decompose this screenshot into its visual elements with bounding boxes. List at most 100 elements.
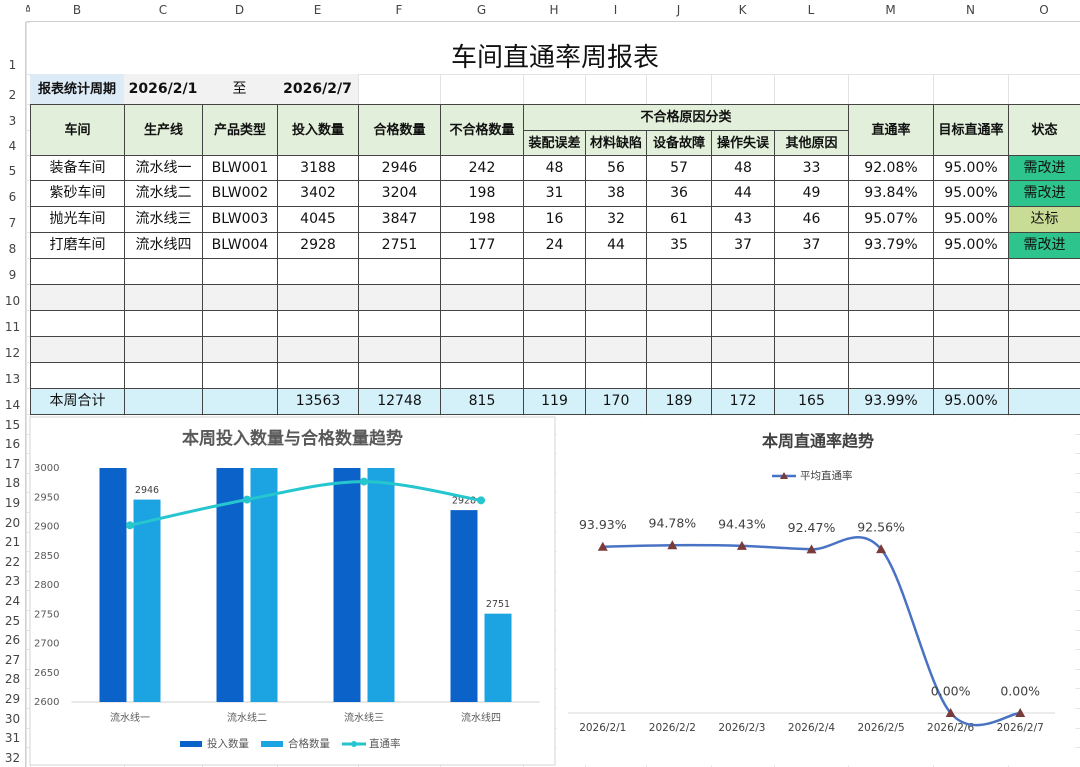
line-point [243,495,251,504]
data-label: 92.47% [788,520,836,535]
row-header: 23 [0,570,26,591]
x-tick-label: 2026/2/1 [579,722,626,734]
line-marker [876,544,887,554]
table-cell: 44 [711,180,775,207]
x-tick-label: 2026/2/4 [788,722,835,734]
row-header: 5 [0,155,26,180]
table-cell: BLW002 [202,180,278,207]
row-header: 18 [0,472,26,493]
empty-cell [202,310,278,337]
empty-cell [585,362,647,389]
empty-cell [202,284,278,311]
row-header: 28 [0,668,26,689]
empty-cell [774,362,849,389]
total-cell: 13563 [277,388,359,415]
total-cell: 189 [646,388,712,415]
table-cell: 93.79% [848,232,934,259]
table-cell: 46 [774,206,849,233]
empty-cell [124,284,203,311]
table-subheader: 装配误差 [523,130,586,156]
table-cell: 92.08% [848,155,934,181]
y-tick-label: 2850 [34,551,59,562]
empty-cell [30,258,125,285]
column-header: L [774,0,848,22]
empty-cell [30,336,125,363]
empty-cell [1008,362,1080,389]
line-marker [806,544,817,554]
table-subheader: 其他原因 [774,130,849,156]
column-header: A [26,0,30,22]
legend-label: 平均直通率 [800,469,853,482]
bar [133,499,161,702]
table-cell: 16 [523,206,586,233]
table-cell: 需改进 [1008,232,1080,259]
data-label: 2928 [452,496,476,507]
legend-label: 投入数量 [207,737,249,750]
y-tick-label: 2800 [34,580,59,591]
table-cell: 93.84% [848,180,934,207]
empty-cell [358,258,441,285]
table-cell: 56 [585,155,647,181]
line-marker [1015,708,1026,717]
table-group-header: 不合格原因分类 [523,104,849,131]
line-marker [945,708,956,717]
table-header: 不合格数量 [440,104,524,156]
empty-cell [585,336,647,363]
empty-cell [933,284,1009,311]
table-cell: 242 [440,155,524,181]
chart-title: 本周直通率趋势 [762,432,874,451]
data-label: 2946 [135,485,159,496]
table-cell: 95.00% [933,206,1009,233]
table-cell: 198 [440,180,524,207]
total-cell: 95.00% [933,388,1009,415]
y-tick-label: 2600 [34,697,59,708]
row-header: 14 [0,388,26,414]
legend-swatch [351,741,357,747]
bar [450,510,478,702]
table-header: 生产线 [124,104,203,156]
bar [367,468,395,702]
table-cell: 打磨车间 [30,232,125,259]
table-cell: 95.00% [933,155,1009,181]
legend-swatch [780,472,788,479]
row-header: 24 [0,590,26,610]
empty-cell [646,336,712,363]
data-label: 92.56% [857,520,905,535]
table-cell: 装备车间 [30,155,125,181]
y-tick-label: 2900 [34,522,59,533]
table-cell: 流水线二 [124,180,203,207]
empty-cell [774,258,849,285]
empty-cell [933,258,1009,285]
table-cell: 24 [523,232,586,259]
table-cell: 2751 [358,232,441,259]
period-label: 报表统计周期 [30,74,124,104]
line-point [360,477,368,486]
legend-label: 合格数量 [288,737,330,750]
empty-cell [523,336,586,363]
row-header: 17 [0,453,26,473]
bar [333,468,361,702]
table-cell: 44 [585,232,647,259]
line-marker [597,541,608,551]
column-header: O [1008,0,1080,22]
table-header: 直通率 [848,104,934,156]
row-header: 20 [0,512,26,532]
data-label: 0.00% [931,684,971,699]
row-header: 6 [0,180,26,206]
total-cell [124,388,203,415]
empty-cell [646,258,712,285]
table-cell: BLW003 [202,206,278,233]
x-tick-label: 2026/2/2 [649,722,696,734]
empty-cell [848,336,934,363]
row-header: 15 [0,414,26,434]
table-cell: 198 [440,206,524,233]
row-header: 32 [0,747,26,767]
x-tick-label: 流水线三 [344,711,384,724]
empty-cell [585,310,647,337]
table-cell: 32 [585,206,647,233]
row-header: 25 [0,610,26,630]
column-header: H [523,0,585,22]
table-cell: BLW004 [202,232,278,259]
empty-cell [523,362,586,389]
data-label: 93.93% [579,517,627,532]
